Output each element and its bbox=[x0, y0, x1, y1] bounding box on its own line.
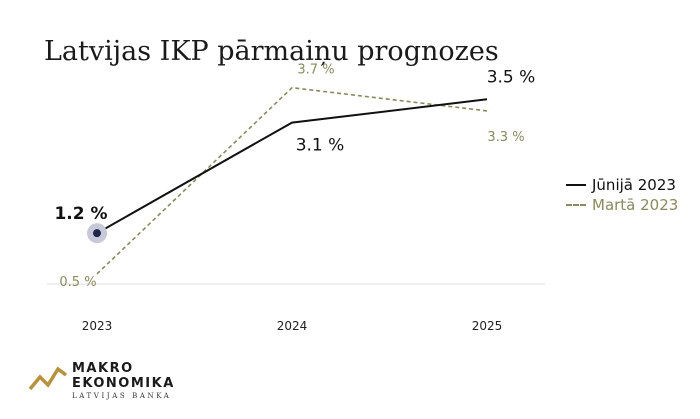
legend-label-junija: Jūnijā 2023 bbox=[592, 176, 676, 194]
x-tick-label-2025: 2025 bbox=[472, 319, 503, 333]
tick-layer: 2023 2024 2025 bbox=[82, 319, 503, 333]
legend-item-junija: Jūnijā 2023 bbox=[566, 175, 678, 195]
makroekonomika-logo: MAKRO EKONOMIKA LATVIJAS BANKA bbox=[28, 361, 175, 401]
legend-item-marta: Martā 2023 bbox=[566, 195, 678, 215]
data-label-s1-2025: 3.3 % bbox=[487, 130, 524, 145]
x-tick-label-2024: 2024 bbox=[277, 319, 308, 333]
legend-swatch-dashed bbox=[566, 204, 586, 206]
data-point-marker bbox=[93, 229, 101, 238]
data-label-s1-2024: 3.7 % bbox=[297, 63, 334, 78]
x-tick-label-2023: 2023 bbox=[82, 319, 113, 333]
legend-swatch-solid bbox=[566, 184, 586, 186]
logo-line-2: EKONOMIKA bbox=[72, 376, 175, 391]
series-line-1 bbox=[96, 86, 488, 275]
logo-subtitle: LATVIJAS BANKA bbox=[72, 392, 172, 400]
series-layer bbox=[96, 86, 488, 275]
marker-layer bbox=[87, 223, 107, 244]
legend-label-marta: Martā 2023 bbox=[592, 196, 679, 214]
zigzag-logo-icon bbox=[28, 366, 68, 391]
label-layer: 1.2 % 3.1 % 3.5 % 0.5 % 3.7 % 3.3 % bbox=[54, 63, 535, 290]
data-label-s0-2025: 3.5 % bbox=[487, 67, 536, 87]
legend: Jūnijā 2023 Martā 2023 bbox=[566, 175, 678, 215]
data-label-s1-2023: 0.5 % bbox=[59, 275, 96, 290]
chart-title: Latvijas IKP pārmaiņu prognozes bbox=[44, 36, 499, 67]
data-label-s0-2024: 3.1 % bbox=[296, 136, 345, 156]
series-line-0 bbox=[96, 98, 488, 235]
data-label-s0-2023: 1.2 % bbox=[54, 204, 107, 224]
logo-line-1: MAKRO bbox=[72, 361, 134, 376]
